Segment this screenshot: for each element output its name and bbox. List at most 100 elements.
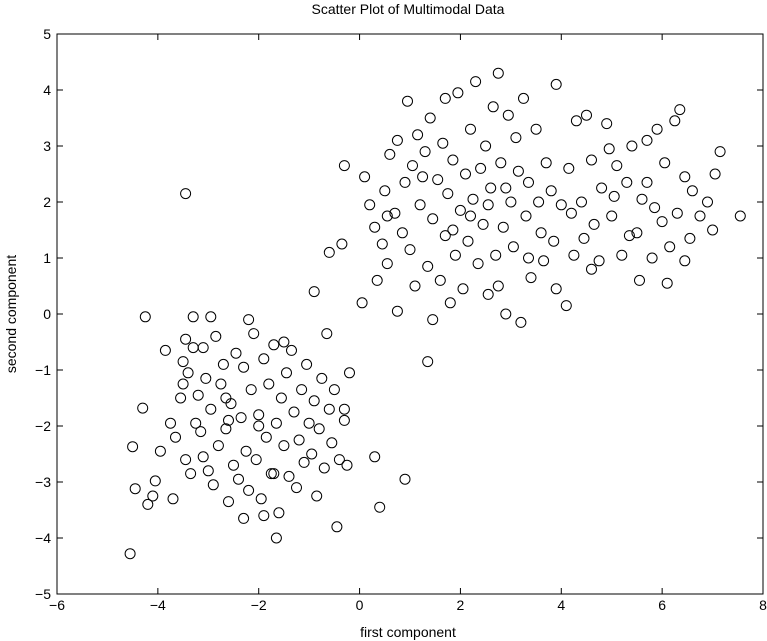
scatter-point bbox=[596, 182, 608, 194]
scatter-point bbox=[331, 521, 343, 533]
scatter-point bbox=[268, 468, 280, 480]
scatter-point bbox=[533, 196, 545, 208]
scatter-point bbox=[235, 412, 247, 424]
x-axis-title: first component bbox=[360, 624, 456, 640]
scatter-point bbox=[233, 473, 244, 485]
scatter-point bbox=[217, 358, 229, 370]
scatter-point bbox=[576, 196, 587, 208]
scatter-point bbox=[482, 199, 494, 211]
scatter-point bbox=[185, 468, 197, 480]
scatter-point bbox=[646, 252, 658, 264]
scatter-point bbox=[530, 123, 542, 135]
scatter-point bbox=[487, 101, 499, 113]
scatter-point bbox=[281, 367, 292, 379]
scatter-point bbox=[457, 283, 469, 295]
scatter-point bbox=[258, 353, 270, 365]
x-tick-label: 6 bbox=[658, 597, 666, 613]
scatter-point bbox=[298, 456, 310, 468]
scatter-point bbox=[523, 176, 534, 188]
scatter-point bbox=[220, 392, 232, 404]
scatter-point bbox=[540, 157, 552, 169]
scatter-point bbox=[328, 384, 340, 396]
scatter-point bbox=[318, 462, 330, 474]
scatter-point bbox=[500, 182, 512, 194]
scatter-point bbox=[177, 378, 189, 390]
scatter-point bbox=[434, 274, 446, 286]
scatter-point bbox=[505, 196, 517, 208]
scatter-point bbox=[444, 297, 456, 309]
scatter-point bbox=[301, 358, 313, 370]
scatter-point bbox=[477, 218, 489, 230]
scatter-point bbox=[492, 280, 504, 292]
scatter-point bbox=[409, 280, 421, 292]
scatter-point bbox=[369, 221, 381, 233]
scatter-point bbox=[412, 129, 424, 141]
scatter-point bbox=[482, 288, 494, 300]
scatter-point bbox=[250, 454, 262, 466]
scatter-point bbox=[545, 185, 557, 197]
scatter-point bbox=[664, 241, 676, 253]
scatter-point bbox=[606, 210, 618, 222]
scatter-point bbox=[180, 454, 192, 466]
scatter-point bbox=[404, 244, 416, 256]
scatter-point bbox=[205, 311, 217, 323]
scatter-point bbox=[273, 507, 285, 519]
scatter-point bbox=[515, 316, 527, 328]
scatter-point bbox=[308, 286, 320, 298]
scatter-point bbox=[207, 479, 219, 491]
scatter-point bbox=[147, 490, 159, 502]
scatter-point bbox=[563, 162, 575, 174]
scatter-point bbox=[424, 112, 436, 124]
scatter-point bbox=[195, 426, 207, 438]
scatter-point bbox=[495, 157, 507, 169]
scatter-point bbox=[659, 157, 671, 169]
scatter-point bbox=[215, 378, 227, 390]
scatter-point bbox=[142, 498, 154, 510]
scatter-point bbox=[384, 148, 396, 160]
scatter-point bbox=[230, 347, 242, 359]
scatter-point bbox=[177, 356, 189, 368]
scatter-point bbox=[626, 140, 638, 152]
scatter-point bbox=[684, 232, 696, 244]
scatter-point bbox=[165, 417, 176, 429]
scatter-point bbox=[341, 459, 353, 471]
scatter-point bbox=[407, 160, 418, 172]
scatter-point bbox=[182, 367, 194, 379]
scatter-point bbox=[568, 249, 580, 261]
scatter-point bbox=[200, 372, 212, 384]
scatter-point bbox=[364, 199, 376, 211]
y-axis-title: second component bbox=[3, 255, 19, 373]
scatter-point bbox=[485, 182, 497, 194]
scatter-point bbox=[376, 238, 388, 250]
scatter-point bbox=[129, 483, 141, 495]
scatter-point bbox=[631, 227, 643, 239]
scatter-point bbox=[535, 227, 547, 239]
scatter-point bbox=[694, 210, 706, 222]
scatter-point bbox=[656, 216, 668, 228]
scatter-point bbox=[593, 255, 605, 267]
scatter-point bbox=[634, 274, 645, 286]
scatter-point bbox=[326, 437, 338, 449]
scatter-point bbox=[190, 417, 202, 429]
scatter-point bbox=[475, 162, 487, 174]
scatter-point bbox=[374, 501, 386, 513]
scatter-point bbox=[248, 328, 260, 340]
scatter-point bbox=[278, 336, 290, 348]
scatter-point bbox=[197, 451, 209, 463]
scatter-point bbox=[293, 434, 305, 446]
scatter-point bbox=[187, 311, 199, 323]
scatter-point bbox=[439, 92, 451, 104]
scatter-point bbox=[255, 493, 267, 505]
scatter-point bbox=[460, 168, 471, 180]
y-tick-label: −3 bbox=[35, 474, 51, 490]
scatter-point bbox=[465, 123, 476, 135]
scatter-point bbox=[707, 224, 719, 236]
scatter-point bbox=[470, 76, 482, 88]
scatter-point bbox=[679, 171, 691, 183]
scatter-point bbox=[205, 403, 217, 415]
scatter-point bbox=[570, 115, 582, 127]
scatter-point bbox=[127, 441, 139, 453]
y-tick-label: −1 bbox=[35, 362, 51, 378]
scatter-point bbox=[452, 87, 464, 99]
